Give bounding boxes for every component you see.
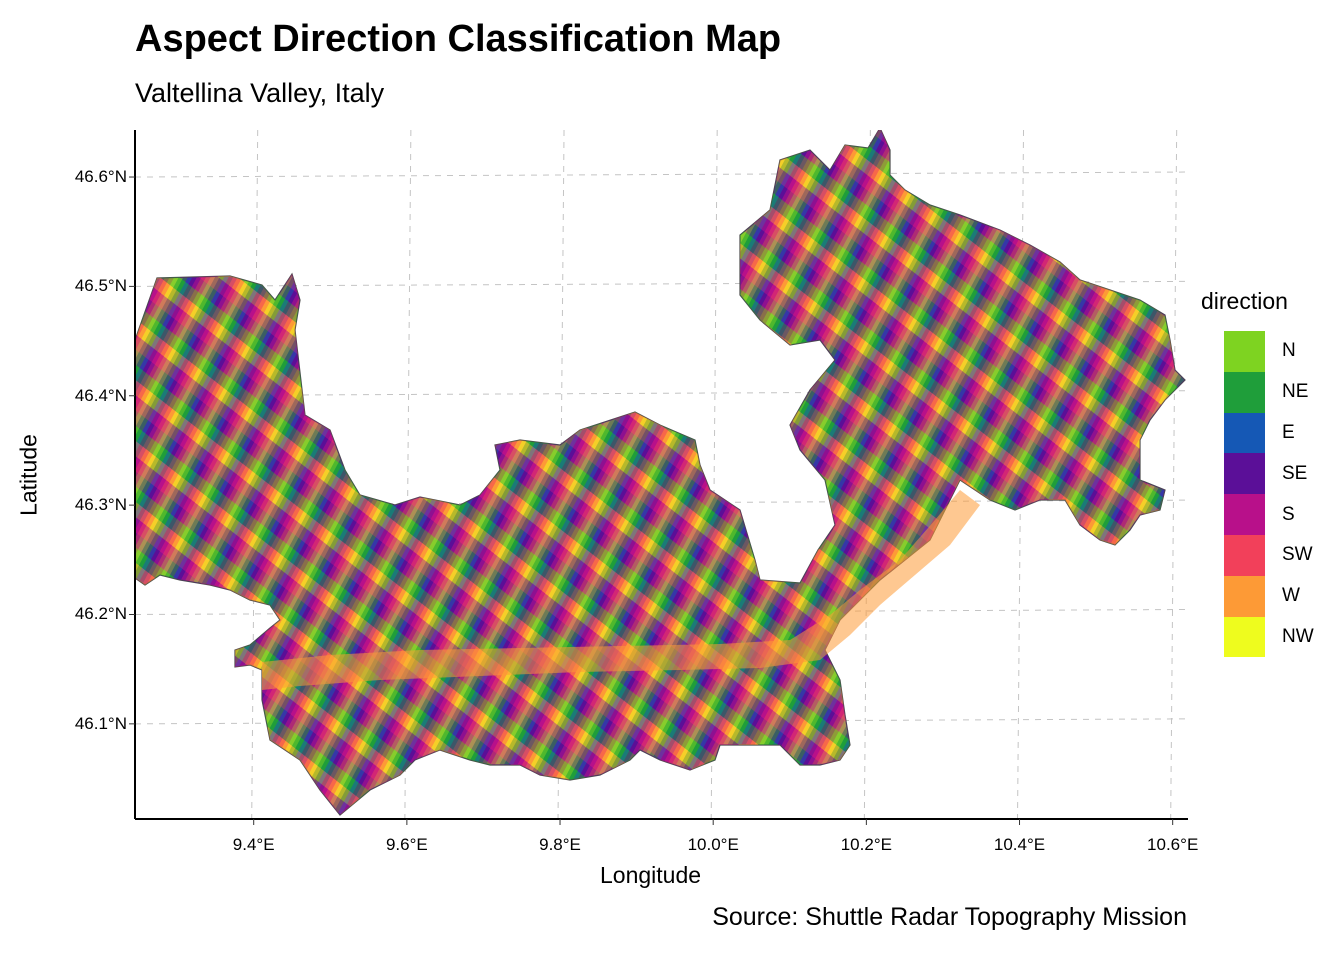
valley-floor-band	[262, 490, 980, 690]
grid-line-lat-0	[134, 718, 1189, 725]
y-tick-label-2: 46.3°N	[74, 495, 127, 515]
valley-region	[135, 130, 1186, 816]
map-subtitle: Valtellina Valley, Italy	[135, 78, 385, 108]
x-tick-label-1: 9.6°E	[385, 835, 428, 854]
legend-swatch-w	[1224, 575, 1265, 617]
legend-item-ne: NE	[1224, 371, 1314, 413]
grid-line-lon-6	[1170, 129, 1178, 820]
aspect-raster-overlay	[135, 130, 1185, 815]
y-tick-label-3: 46.4°N	[74, 385, 127, 405]
y-tick-label-5: 46.6°N	[74, 167, 127, 187]
legend-label-ne: NE	[1282, 381, 1309, 403]
x-tick-label-0: 9.4°E	[232, 835, 275, 854]
legend-title: direction	[1201, 288, 1288, 314]
x-tick-label-3: 10.0°E	[687, 835, 739, 854]
legend-item-e: E	[1224, 412, 1314, 454]
legend-label-e: E	[1282, 421, 1295, 443]
legend-swatch-sw	[1224, 534, 1265, 576]
grid-line-lat-5	[134, 171, 1189, 178]
map-title: Aspect Direction Classification Map	[135, 18, 782, 60]
x-tick-label-6: 10.6°E	[1147, 835, 1199, 854]
legend-swatch-s	[1224, 494, 1265, 535]
source-caption: Source: Shuttle Radar Topography Mission	[712, 903, 1187, 931]
legend-label-w: W	[1282, 585, 1300, 607]
legend: direction N NE E SE S SW W NW	[1200, 288, 1314, 658]
y-axis-label: Latitude	[15, 434, 42, 516]
legend-item-s: S	[1224, 494, 1314, 535]
x-tick-label-2: 9.8°E	[539, 835, 581, 854]
legend-swatch-nw	[1224, 616, 1265, 658]
legend-item-n: N	[1224, 331, 1314, 372]
legend-swatch-e	[1224, 412, 1265, 454]
x-axis-label: Longitude	[600, 862, 702, 888]
grid-line-lat-1	[134, 608, 1189, 615]
x-tick-label-4: 10.2°E	[840, 835, 892, 854]
y-tick-label-4: 46.5°N	[74, 276, 127, 296]
legend-label-nw: NW	[1282, 625, 1314, 647]
axis-tick-marks	[129, 176, 1174, 825]
legend-item-nw: NW	[1224, 616, 1314, 658]
legend-swatch-n	[1224, 331, 1265, 372]
y-tick-label-0: 46.1°N	[74, 713, 127, 733]
legend-swatch-se	[1224, 453, 1265, 495]
legend-label-n: N	[1282, 340, 1296, 362]
legend-item-w: W	[1224, 575, 1314, 617]
x-tick-label-5: 10.4°E	[993, 835, 1046, 854]
legend-item-sw: SW	[1224, 534, 1314, 576]
legend-label-sw: SW	[1282, 544, 1313, 566]
y-tick-label-1: 46.2°N	[74, 604, 127, 624]
legend-item-se: SE	[1224, 453, 1314, 495]
legend-label-s: S	[1282, 503, 1295, 525]
legend-label-se: SE	[1282, 462, 1308, 484]
legend-swatch-ne	[1224, 371, 1265, 413]
